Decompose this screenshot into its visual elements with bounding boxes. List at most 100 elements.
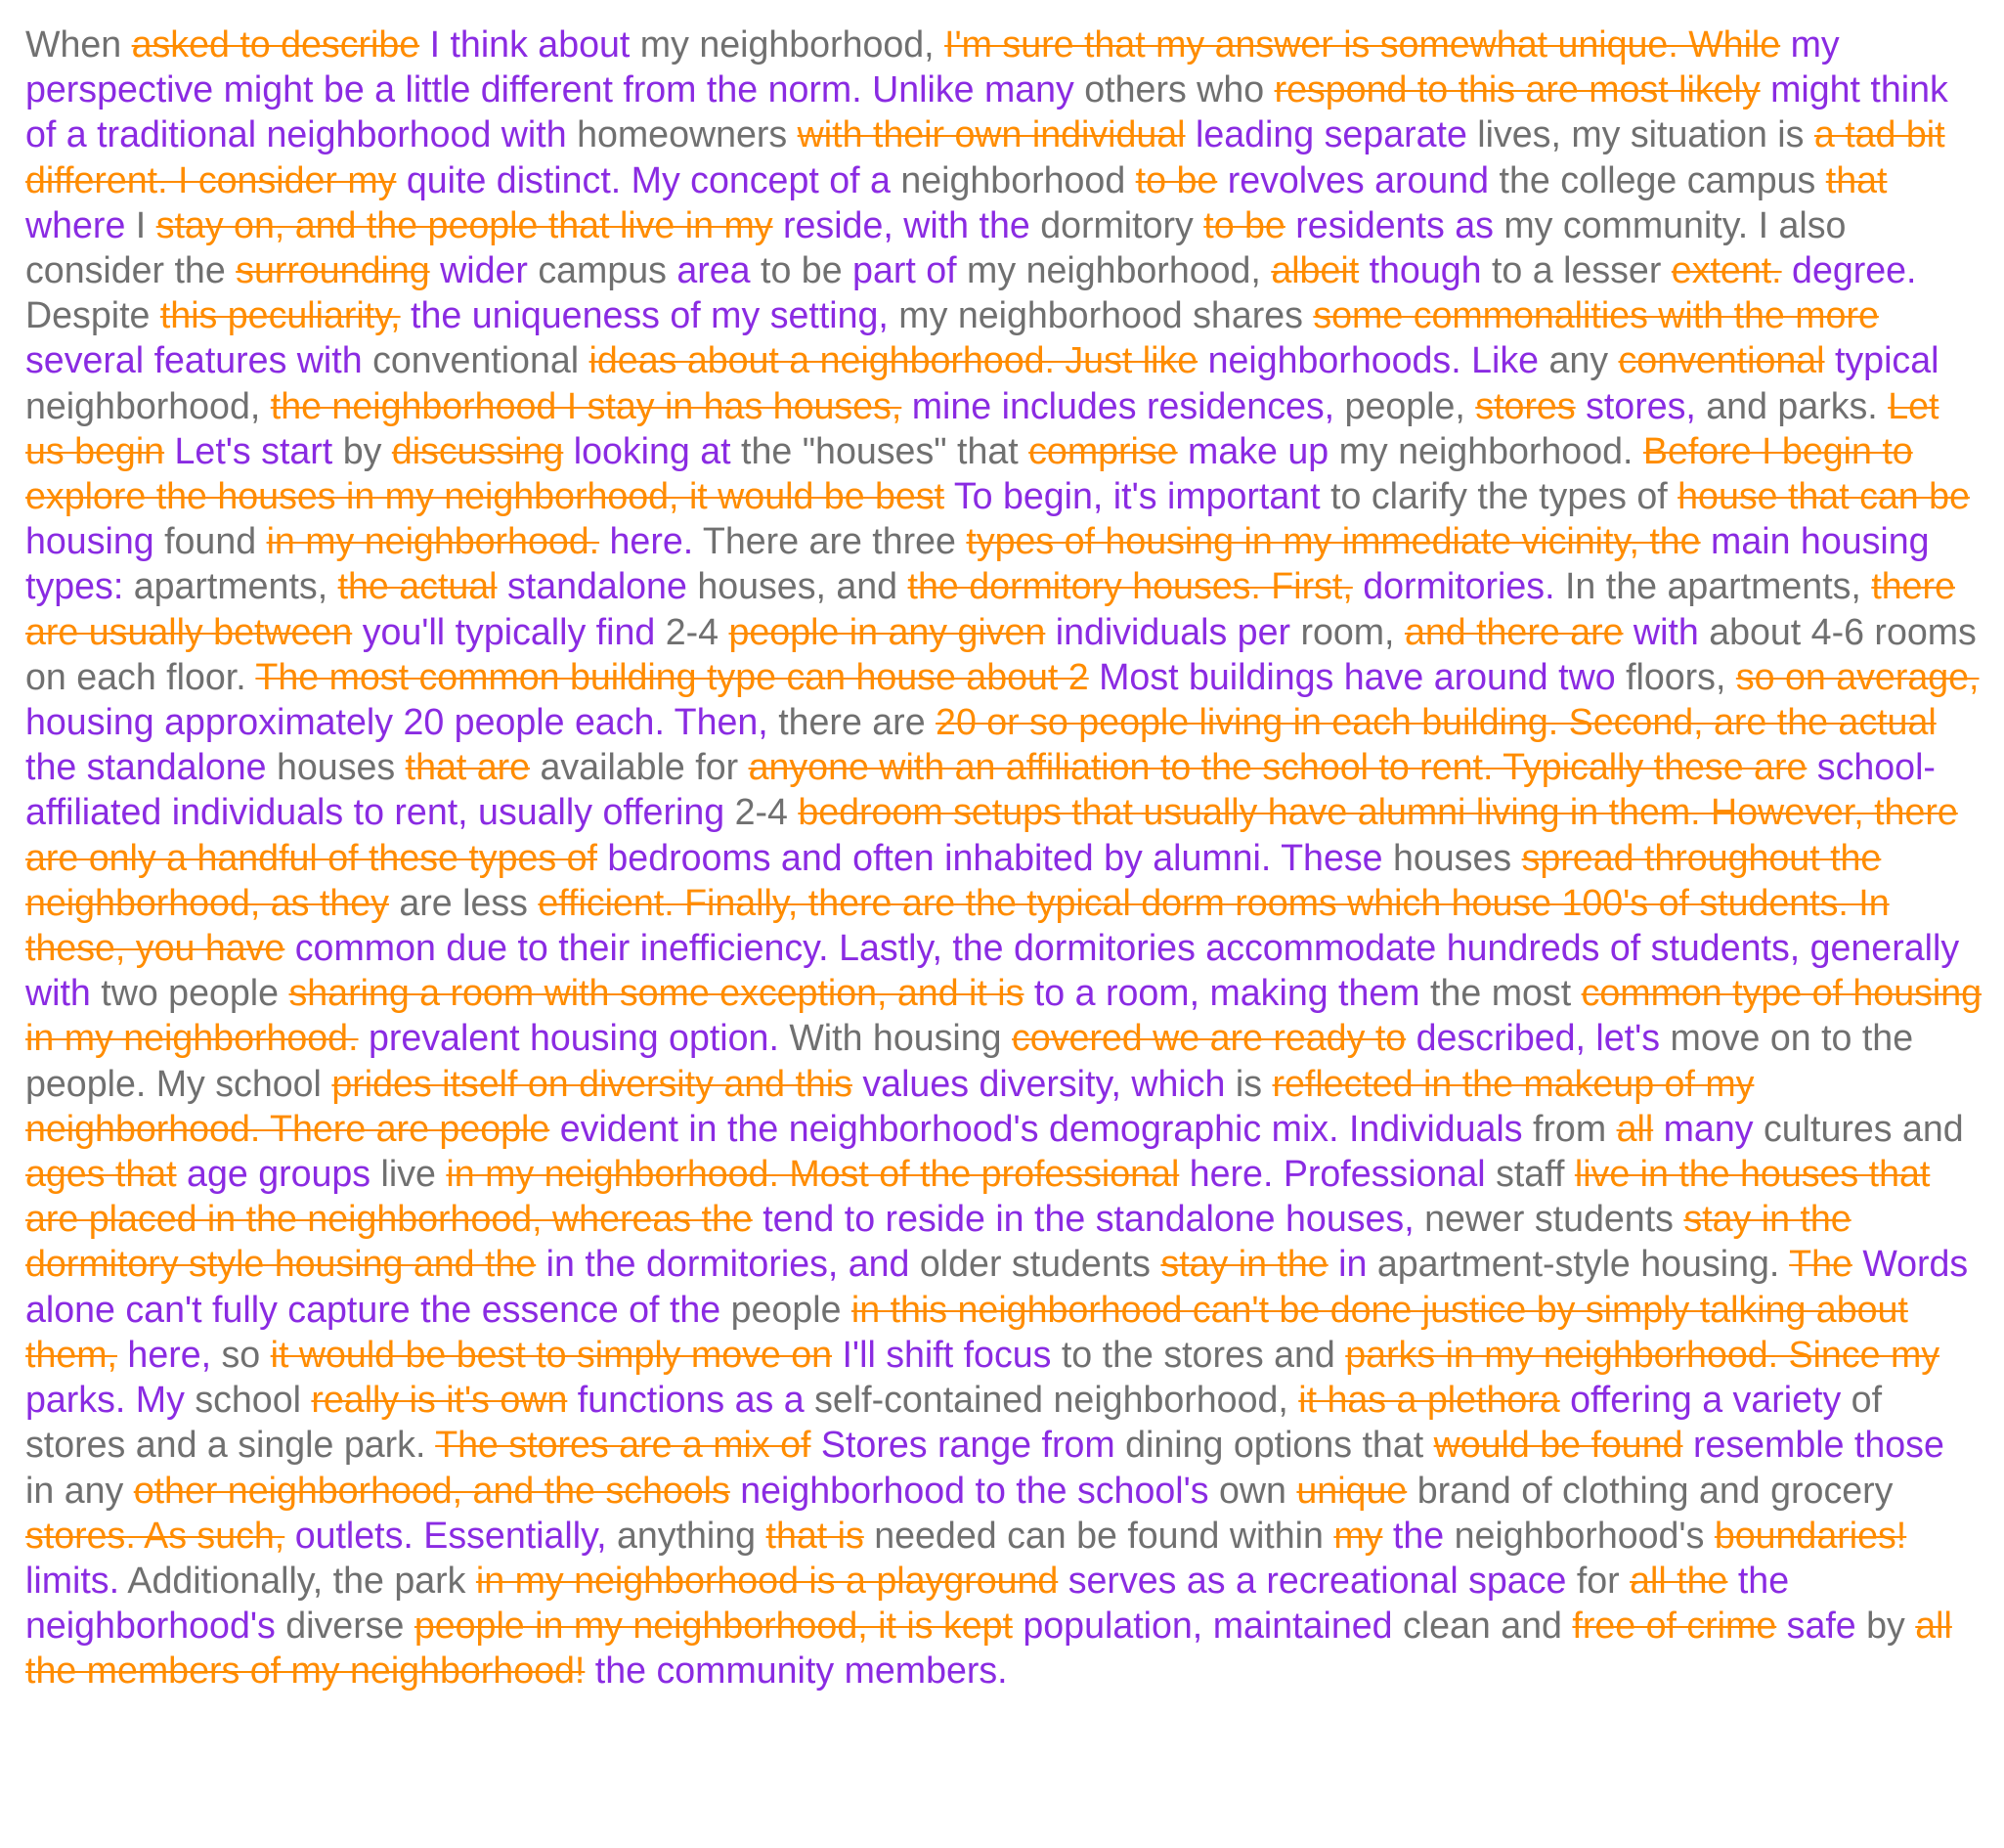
deleted-text: to be (1135, 158, 1218, 200)
inserted-text: individuals per (1045, 610, 1290, 652)
kept-text: dining options that (1114, 1424, 1434, 1466)
kept-text: others who (1073, 68, 1275, 110)
deleted-text: in this neighborhood can't be done justi… (25, 1288, 1908, 1375)
deleted-text: bedroom setups that usually have alumni … (25, 791, 1958, 878)
kept-text: Additionally, the park (119, 1559, 476, 1601)
inserted-text: standalone (497, 565, 687, 607)
inserted-text: revolves around (1217, 158, 1490, 200)
deleted-text: common type of housing in my neighborhoo… (25, 972, 1982, 1059)
deleted-text: extent. (1671, 249, 1782, 291)
kept-text: so (211, 1333, 271, 1375)
inserted-text: the neighborhood's (25, 1559, 1790, 1647)
deleted-text: albeit (1271, 249, 1360, 291)
kept-text: There are three (693, 520, 967, 562)
kept-text: When (25, 23, 132, 65)
kept-text: clean and (1392, 1605, 1573, 1647)
deleted-text: in my neighborhood. Most of the professi… (446, 1153, 1180, 1195)
inserted-text: values diversity, which (851, 1062, 1226, 1104)
kept-text: I (125, 203, 156, 245)
inserted-text: main housing types: (25, 520, 1930, 607)
kept-text: about 4-6 rooms on each floor. (25, 610, 1977, 697)
deleted-text: I'm sure that my answer is somewhat uniq… (944, 23, 1781, 65)
inserted-text: several features with (25, 339, 363, 381)
inserted-text: here, (116, 1333, 212, 1375)
inserted-text: Words alone can't fully capture the esse… (25, 1243, 1969, 1330)
inserted-text: residents as (1285, 203, 1494, 245)
deleted-text: the dormitory houses. First, (907, 565, 1353, 607)
inserted-text: neighborhoods. Like (1198, 339, 1540, 381)
deleted-text: asked to describe (131, 23, 420, 65)
kept-text: 2-4 (655, 610, 729, 652)
deleted-text: people in any given (728, 610, 1046, 652)
deleted-text: surrounding (236, 249, 430, 291)
kept-text: diverse (275, 1605, 414, 1647)
kept-text: are less (388, 881, 539, 923)
inserted-text: part of (852, 249, 957, 291)
deleted-text: really is it's own (311, 1379, 568, 1421)
kept-text: Despite (25, 294, 160, 336)
deleted-text: conventional (1618, 339, 1825, 381)
inserted-text: the (1382, 1514, 1445, 1556)
kept-text: to the stores and (1051, 1333, 1346, 1375)
deleted-text: stores. As such, (25, 1514, 285, 1556)
deleted-text: that is (765, 1514, 864, 1556)
kept-text: own (1208, 1469, 1297, 1511)
deleted-text: types of housing in my immediate vicinit… (966, 520, 1701, 562)
inserted-text: common due to their inefficiency. Lastly… (25, 927, 1960, 1014)
kept-text: houses, and (686, 565, 908, 607)
deleted-text: ages that (25, 1153, 177, 1195)
kept-text: to be (750, 249, 853, 291)
kept-text: brand of clothing and grocery (1407, 1469, 1894, 1511)
kept-text: school (184, 1379, 312, 1421)
inserted-text: tend to reside in the standalone houses, (752, 1198, 1415, 1240)
inserted-text: age groups (176, 1153, 371, 1195)
kept-text: conventional (362, 339, 589, 381)
deleted-text: stay in the dormitory style housing and … (25, 1198, 1852, 1285)
inserted-text: serves as a recreational space (1058, 1559, 1567, 1601)
kept-text: floors, (1615, 655, 1736, 697)
inserted-text: functions as a (567, 1379, 805, 1421)
deleted-text: parks in my neighborhood. Since my (1345, 1333, 1940, 1375)
deleted-text: sharing a room with some exception, and … (288, 972, 1024, 1014)
kept-text: apartment-style housing. (1367, 1243, 1790, 1285)
deleted-text: comprise (1028, 429, 1178, 471)
deleted-text: Let us begin (25, 384, 1939, 471)
deleted-text: would be found (1433, 1424, 1683, 1466)
deleted-text: all the members of my neighborhood! (25, 1605, 1952, 1692)
kept-text: staff (1485, 1153, 1575, 1195)
kept-text: the most (1419, 972, 1582, 1014)
deleted-text: that (1825, 158, 1888, 200)
kept-text: the college campus (1489, 158, 1826, 200)
deleted-text: covered we are ready to (1012, 1017, 1407, 1059)
deleted-text: with their own individual (797, 113, 1186, 155)
inserted-text: looking at (563, 429, 731, 471)
deleted-text: Before I begin to explore the houses in … (25, 429, 1913, 517)
inserted-text: here. (599, 520, 694, 562)
kept-text: neighborhood (890, 158, 1136, 200)
kept-text: apartments, (123, 565, 338, 607)
kept-text: In the apartments, (1554, 565, 1872, 607)
inserted-text: housing approximately 20 people each. Th… (25, 701, 768, 743)
inserted-text: leading separate (1185, 113, 1467, 155)
inserted-text: described, let's (1406, 1017, 1661, 1059)
deleted-text: other neighborhood, and the schools (133, 1469, 730, 1511)
inserted-text: stores, (1575, 384, 1696, 426)
inserted-text: Stores range from (810, 1424, 1115, 1466)
inserted-text: you'll typically find (352, 610, 656, 652)
inserted-text: To begin, it's important (944, 475, 1321, 517)
deleted-text: unique (1296, 1469, 1408, 1511)
deleted-text: some commonalities with the more (1313, 294, 1879, 336)
kept-text: in any (25, 1469, 134, 1511)
kept-text: available for (530, 746, 749, 788)
deleted-text: all the (1630, 1559, 1728, 1601)
kept-text: cultures and (1753, 1107, 1964, 1149)
kept-text: my neighborhood, (956, 249, 1272, 291)
inserted-text: Most buildings have around two (1088, 655, 1616, 697)
kept-text: With housing (778, 1017, 1013, 1059)
inserted-text: typical (1824, 339, 1939, 381)
deleted-text: prides itself on diversity and this (331, 1062, 852, 1104)
inserted-text: the community members. (585, 1650, 1008, 1692)
kept-text: dormitory (1029, 203, 1204, 245)
deleted-text: anyone with an affiliation to the school… (748, 746, 1808, 788)
inserted-text: resemble those (1682, 1424, 1944, 1466)
